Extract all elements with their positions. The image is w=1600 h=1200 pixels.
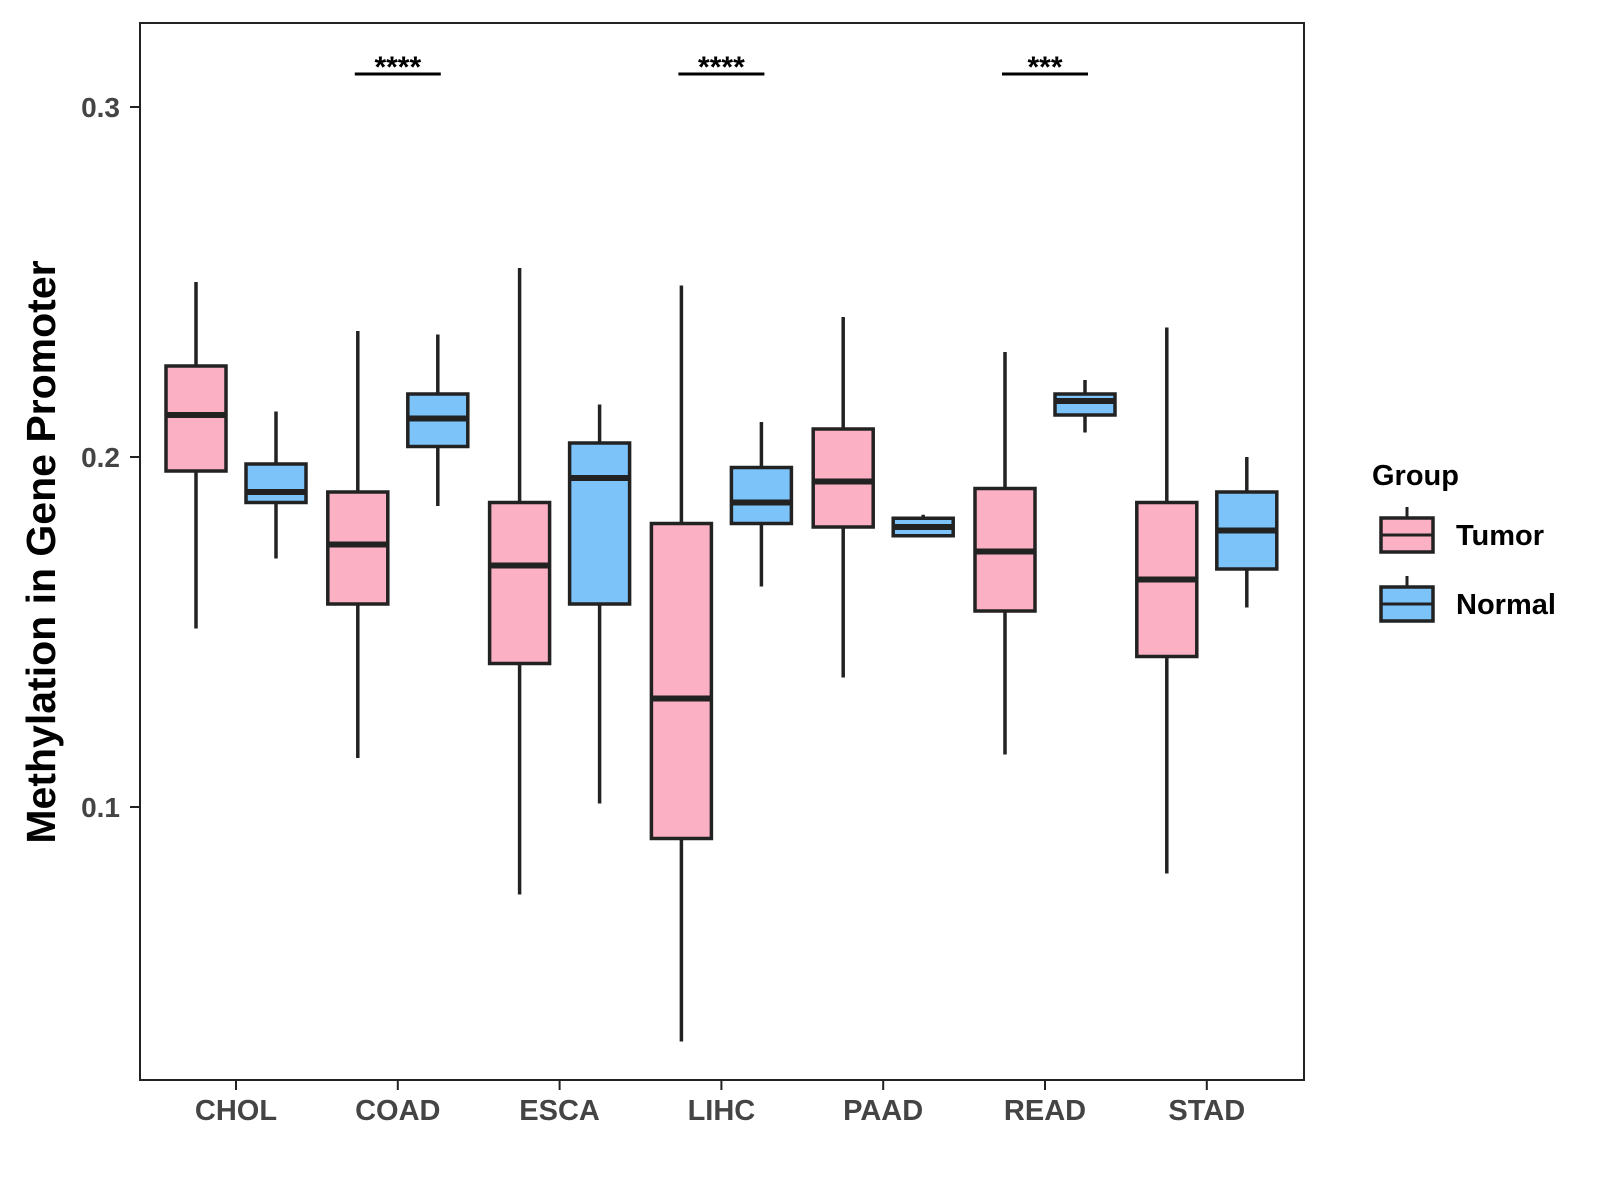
y-axis-title: Methylation in Gene Promoter <box>18 260 64 843</box>
box-normal-lihc <box>729 422 794 587</box>
significance-coad: **** <box>354 51 441 84</box>
box-normal-esca <box>567 404 632 804</box>
legend: Group Tumor Normal <box>1372 460 1556 623</box>
box-normal-coad <box>406 334 470 506</box>
box-iqr <box>1053 392 1117 417</box>
box-tumor-chol <box>164 282 228 629</box>
x-tick-label-paad: PAAD <box>843 1095 923 1127</box>
box-iqr <box>244 462 308 505</box>
box-tumor-read <box>973 352 1037 755</box>
box-tumor-paad <box>811 317 875 678</box>
x-tick-label-esca: ESCA <box>519 1095 600 1127</box>
plot-panel <box>139 22 1305 1081</box>
box-iqr <box>326 490 390 606</box>
x-axis: CHOL COAD ESCA LIHC PAAD READ STAD <box>195 1080 1245 1127</box>
significance-lihc: **** <box>678 51 765 84</box>
significance-label: **** <box>698 51 745 84</box>
box-normal-read <box>1053 380 1117 433</box>
box-normal-stad <box>1215 457 1279 608</box>
legend-title: Group <box>1372 460 1459 492</box>
legend-entry-tumor: Tumor <box>1379 507 1544 554</box>
y-tick-label: 0.1 <box>81 792 120 823</box>
boxes-layer <box>164 268 1279 1042</box>
box-normal-chol <box>244 411 308 559</box>
x-tick-label-chol: CHOL <box>195 1095 277 1127</box>
significance-label: **** <box>374 51 421 84</box>
significance-read: *** <box>1002 51 1088 84</box>
box-iqr <box>487 500 552 666</box>
box-tumor-lihc <box>649 285 714 1042</box>
box-iqr <box>811 427 875 529</box>
legend-entry-normal: Normal <box>1379 576 1556 623</box>
x-tick-label-read: READ <box>1004 1095 1086 1127</box>
box-tumor-coad <box>326 331 390 758</box>
box-iqr <box>649 521 714 841</box>
significance-label: *** <box>1027 51 1062 84</box>
box-tumor-esca <box>487 268 552 895</box>
legend-label-normal: Normal <box>1456 589 1556 621</box>
y-axis: 0.1 0.2 0.3 <box>81 92 140 823</box>
legend-label-tumor: Tumor <box>1456 520 1544 552</box>
box-iqr <box>164 364 228 473</box>
box-tumor-stad <box>1135 327 1199 874</box>
box-iqr <box>729 465 794 526</box>
significance-annotations: **** **** *** <box>354 51 1088 84</box>
x-tick-label-stad: STAD <box>1168 1095 1245 1127</box>
x-tick-label-coad: COAD <box>355 1095 440 1127</box>
box-normal-paad <box>891 514 955 538</box>
x-tick-label-lihc: LIHC <box>688 1095 756 1127</box>
box-iqr <box>567 441 632 606</box>
y-tick-label: 0.3 <box>81 92 120 123</box>
y-tick-label: 0.2 <box>81 442 120 473</box>
